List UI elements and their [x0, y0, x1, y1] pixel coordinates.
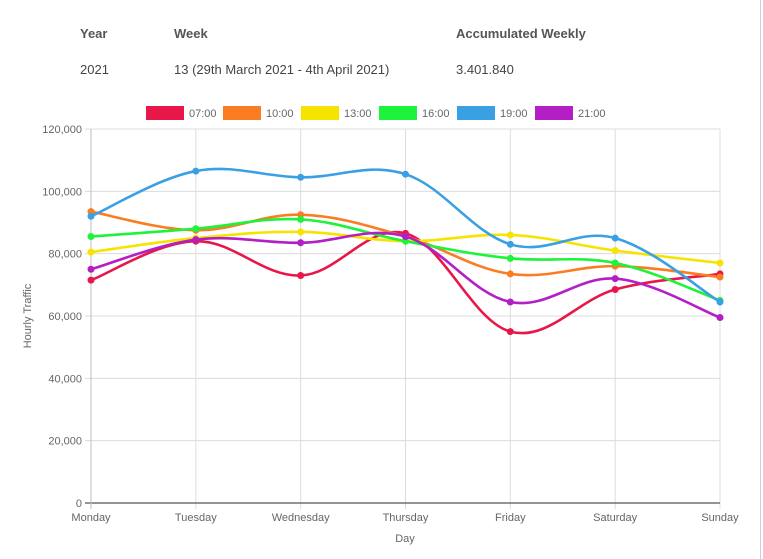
legend-label: 19:00: [500, 108, 528, 120]
data-point[interactable]: [506, 270, 514, 278]
data-point[interactable]: [716, 314, 724, 322]
legend-swatch: [223, 106, 261, 120]
legend-swatch: [535, 106, 573, 120]
y-tick-label: 40,000: [48, 373, 82, 385]
y-axis-title: Hourly Traffic: [22, 283, 34, 348]
y-tick-label: 80,000: [48, 249, 82, 261]
legend-item-1900[interactable]: 19:00: [457, 106, 528, 120]
data-point[interactable]: [192, 167, 200, 175]
y-tick-label: 100,000: [42, 186, 82, 198]
data-point[interactable]: [611, 234, 619, 242]
data-point[interactable]: [716, 273, 724, 281]
y-tick-label: 60,000: [48, 311, 82, 323]
legend-swatch: [301, 106, 339, 120]
data-point[interactable]: [87, 212, 95, 220]
x-tick-label: Sunday: [701, 512, 739, 524]
y-tick-label: 120,000: [42, 124, 82, 136]
data-point[interactable]: [297, 271, 305, 279]
data-point[interactable]: [506, 328, 514, 336]
week-info-table: Year Week Accumulated Weekly 2021 13 (29…: [0, 0, 760, 100]
legend-label: 21:00: [578, 108, 606, 120]
data-point[interactable]: [192, 236, 200, 244]
x-tick-label: Saturday: [593, 512, 638, 524]
data-point[interactable]: [87, 248, 95, 256]
data-point[interactable]: [297, 215, 305, 223]
legend-item-0700[interactable]: 07:00: [146, 106, 217, 120]
data-point[interactable]: [297, 228, 305, 236]
legend-label: 10:00: [266, 108, 294, 120]
data-point[interactable]: [611, 247, 619, 255]
data-point[interactable]: [297, 173, 305, 181]
data-point[interactable]: [192, 225, 200, 233]
data-point[interactable]: [611, 275, 619, 283]
x-tick-label: Thursday: [383, 512, 429, 524]
legend-swatch: [146, 106, 184, 120]
year-header: Year: [80, 26, 108, 41]
grid-lines: [85, 128, 721, 509]
x-axis-title: Day: [395, 533, 415, 545]
data-point[interactable]: [87, 233, 95, 241]
x-tick-label: Friday: [495, 512, 526, 524]
axes: 0 20,000 40,000 60,000 80,000 100,000 120,000 M…: [42, 124, 739, 524]
data-point[interactable]: [506, 254, 514, 262]
legend-swatch: [457, 106, 495, 120]
week-header: Week: [174, 26, 208, 41]
legend-swatch: [379, 106, 417, 120]
data-point[interactable]: [506, 298, 514, 306]
legend-label: 13:00: [344, 108, 372, 120]
data-point[interactable]: [87, 265, 95, 273]
y-tick-label: 20,000: [48, 436, 82, 448]
data-point[interactable]: [402, 233, 409, 241]
legend-item-1600[interactable]: 16:00: [379, 106, 450, 120]
data-point[interactable]: [297, 239, 305, 247]
legend-item-1300[interactable]: 13:00: [301, 106, 372, 120]
x-tick-label: Wednesday: [272, 512, 330, 524]
week-value: 13 (29th March 2021 - 4th April 2021): [174, 62, 390, 77]
page-right-border: [760, 0, 761, 559]
accumulated-weekly-value: 3.401.840: [456, 62, 514, 77]
series-lines: [87, 167, 724, 336]
data-point[interactable]: [506, 231, 514, 239]
legend-item-2100[interactable]: 21:00: [535, 106, 606, 120]
data-point[interactable]: [611, 259, 619, 267]
accumulated-weekly-header: Accumulated Weekly: [456, 26, 586, 41]
data-point[interactable]: [506, 240, 514, 248]
legend-label: 16:00: [422, 108, 450, 120]
data-point[interactable]: [611, 286, 619, 294]
x-tick-label: Monday: [71, 512, 111, 524]
legend-label: 07:00: [189, 108, 217, 120]
legend: 07:00 10:00 13:00 16:00 19:00 21:00: [146, 106, 606, 120]
year-value: 2021: [80, 62, 109, 77]
data-point[interactable]: [716, 259, 724, 267]
legend-item-1000[interactable]: 10:00: [223, 106, 294, 120]
data-point[interactable]: [87, 276, 95, 284]
y-tick-label: 0: [76, 498, 82, 510]
series-2100: [87, 231, 724, 322]
data-point[interactable]: [402, 170, 409, 178]
x-tick-label: Tuesday: [175, 512, 217, 524]
data-point[interactable]: [716, 298, 724, 306]
series-1900: [87, 167, 724, 306]
